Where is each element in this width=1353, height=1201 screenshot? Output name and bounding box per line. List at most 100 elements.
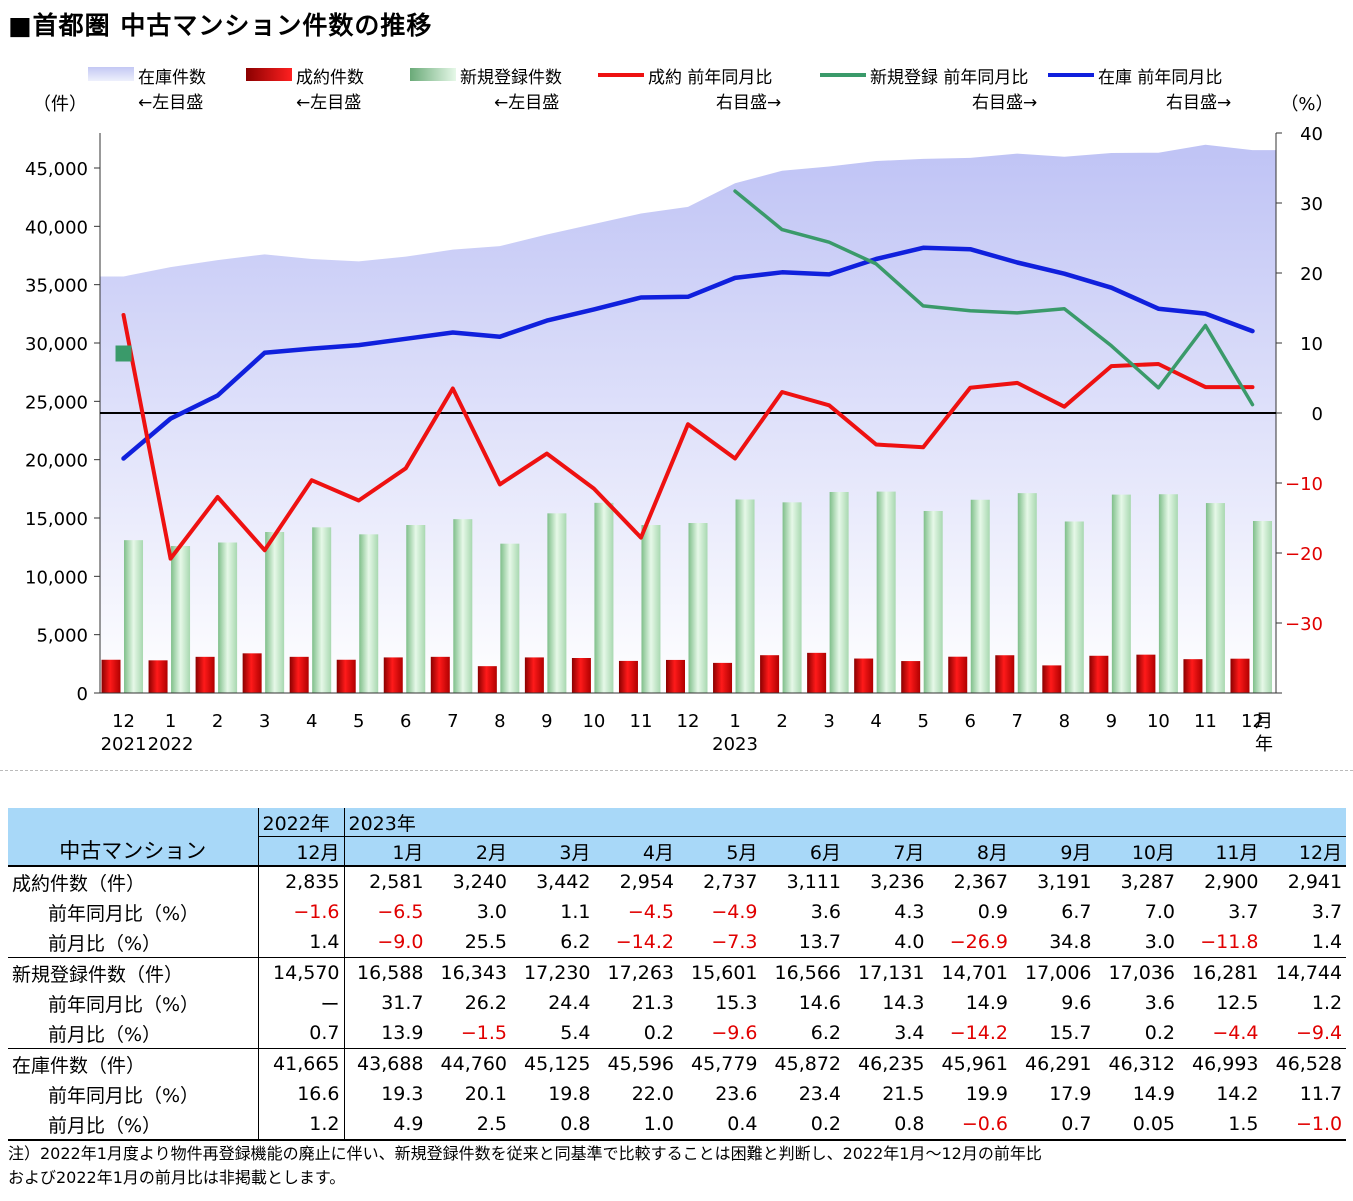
table-cell: 34.8 bbox=[1049, 931, 1092, 953]
right-tick-label: 20 bbox=[1300, 264, 1323, 285]
table-cell: −0.6 bbox=[928, 1109, 1012, 1141]
month-header: 8月 bbox=[928, 836, 1012, 866]
legend-swatch bbox=[88, 67, 134, 81]
contracts-bar bbox=[101, 659, 121, 693]
table-cell: 16,281 bbox=[1179, 957, 1263, 988]
table-group: 在庫件数（件） 41,665 43,688 44,760 45,125 45,596 45,… bbox=[8, 1048, 1347, 1141]
x-tick-label: 10 bbox=[582, 711, 605, 732]
table-cell: 6.7 bbox=[1061, 901, 1092, 923]
table-cell: 3.7 bbox=[1228, 901, 1259, 923]
contracts-bar bbox=[1136, 654, 1156, 693]
new-listings-bar bbox=[1158, 494, 1178, 693]
table-cell: 46,312 bbox=[1095, 1048, 1179, 1079]
inventory-yoy-line bbox=[121, 245, 1255, 461]
legend-label: 新規登録件数 bbox=[460, 68, 562, 88]
table-row: 前月比（%） 1.2 4.9 2.5 0.8 1.0 0.4 0.2 0.8 −0.6 0.7 0.0… bbox=[8, 1109, 1347, 1141]
legend-swatch bbox=[410, 68, 456, 81]
contracts-bar bbox=[666, 659, 685, 693]
new-listings-bar bbox=[829, 491, 849, 693]
right-tick-label: 10 bbox=[1300, 334, 1323, 355]
table-cell: 17,131 bbox=[845, 957, 929, 988]
legend-scale-note: ←左目盛 bbox=[296, 93, 361, 113]
year-unit-label: 年 bbox=[1255, 734, 1273, 755]
table-cell: 3,236 bbox=[845, 865, 929, 897]
table-cell: −4.5 bbox=[627, 901, 674, 923]
section-divider bbox=[0, 770, 1353, 771]
footnote-line-2: および2022年1月の前月比は非掲載とします。 bbox=[8, 1168, 346, 1187]
x-tick-label: 8 bbox=[1059, 711, 1070, 732]
month-header: 4月 bbox=[594, 836, 678, 866]
new-listings-bar bbox=[641, 525, 661, 693]
table-cell: 43,688 bbox=[344, 1048, 428, 1079]
table-cell: 14,570 bbox=[258, 957, 345, 988]
new-listings-bar bbox=[265, 532, 285, 693]
table-cell: 17,263 bbox=[594, 957, 678, 988]
left-tick-label: 35,000 bbox=[25, 276, 88, 297]
table-cell: 13.9 bbox=[381, 1022, 424, 1044]
right-axis-unit: （%） bbox=[1280, 94, 1333, 115]
new-listings-yoy-line bbox=[733, 189, 1255, 407]
x-tick-label: 11 bbox=[630, 711, 653, 732]
month-header: 9月 bbox=[1012, 836, 1096, 866]
table-cell: 0.8 bbox=[845, 1109, 929, 1141]
contracts-yoy-line bbox=[121, 313, 1255, 561]
table-cell: 26.2 bbox=[464, 992, 507, 1014]
table-cell: −1.0 bbox=[1262, 1109, 1347, 1141]
new-listings-bar bbox=[1111, 494, 1131, 693]
legend-scale-note: ←左目盛 bbox=[138, 93, 203, 113]
contracts-bar bbox=[807, 652, 827, 693]
table-cell: 44,760 bbox=[427, 1048, 511, 1079]
right-tick-label: −30 bbox=[1285, 614, 1323, 635]
table-cell: −7.3 bbox=[711, 931, 758, 953]
table-cell: −9.0 bbox=[377, 931, 424, 953]
legend-item-new-listings: 新規登録件数 ←左目盛 bbox=[410, 68, 562, 113]
table-cell: 45,779 bbox=[678, 1048, 762, 1079]
table-cell: −1.5 bbox=[460, 1022, 507, 1044]
contracts-bar bbox=[618, 660, 638, 693]
table-cell: 3,287 bbox=[1095, 865, 1179, 897]
table-cell: 14.9 bbox=[1132, 1083, 1175, 1105]
table-cell: 7.0 bbox=[1144, 901, 1175, 923]
right-tick-label: 40 bbox=[1300, 124, 1323, 145]
new-listings-bar bbox=[406, 525, 426, 693]
left-tick-label: 10,000 bbox=[25, 567, 88, 588]
month-header: 5月 bbox=[678, 836, 762, 866]
table-cell: 3.6 bbox=[1144, 992, 1175, 1014]
table-cell: 1.1 bbox=[560, 901, 591, 923]
contracts-bar bbox=[948, 656, 968, 693]
table-cell: 6.2 bbox=[560, 931, 591, 953]
x-tick-label: 3 bbox=[823, 711, 834, 732]
table-cell: 20.1 bbox=[464, 1083, 507, 1105]
table-cell: 0.2 bbox=[761, 1109, 845, 1141]
contracts-bar bbox=[524, 657, 544, 693]
contracts-bar bbox=[289, 656, 309, 693]
page-title: ■首都圏 中古マンション件数の推移 bbox=[8, 11, 433, 40]
table-row: 前月比（%） 1.4 −9.0 25.5 6.2 −14.2 −7.3 13.7 4.0 −26.… bbox=[8, 927, 1346, 958]
x-tick-label: 8 bbox=[494, 711, 505, 732]
contracts-bar bbox=[1230, 658, 1250, 693]
month-header: 3月 bbox=[511, 836, 595, 866]
new-listings-bar bbox=[594, 502, 614, 693]
x-tick-label: 4 bbox=[870, 711, 881, 732]
table-cell: 2,835 bbox=[258, 865, 345, 897]
table-cell: 15.7 bbox=[1049, 1022, 1092, 1044]
right-tick-label: −20 bbox=[1285, 544, 1323, 565]
contracts-bar bbox=[995, 655, 1015, 693]
table-cell: 46,235 bbox=[845, 1048, 929, 1079]
legend-scale-note: 右目盛→ bbox=[1166, 93, 1231, 113]
table-cell: −9.6 bbox=[711, 1022, 758, 1044]
table-cell: 11.7 bbox=[1299, 1083, 1343, 1105]
contracts-bar bbox=[713, 662, 733, 693]
table-cell: 21.5 bbox=[882, 1083, 925, 1105]
table-cell: 3,111 bbox=[761, 865, 845, 897]
row-label: 前月比（%） bbox=[8, 1018, 259, 1049]
table-corner: 中古マンション bbox=[8, 808, 259, 866]
table-cell: 6.2 bbox=[810, 1022, 841, 1044]
table-cell: 16,588 bbox=[344, 957, 428, 988]
table-cell: 46,291 bbox=[1012, 1048, 1096, 1079]
right-tick-label: 0 bbox=[1312, 404, 1323, 425]
legend-label: 在庫件数 bbox=[138, 68, 206, 88]
table-cell: −1.6 bbox=[258, 897, 345, 927]
row-label: 前年同月比（%） bbox=[8, 988, 259, 1018]
table-cell: 41,665 bbox=[258, 1048, 345, 1079]
